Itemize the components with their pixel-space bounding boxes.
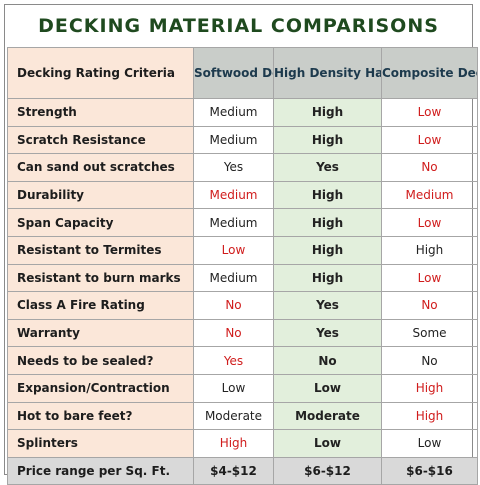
price-softwood-cell: $4-$12 — [193, 456, 274, 485]
composite-cell: No — [381, 346, 478, 375]
header-composite: Composite Decking — [381, 47, 478, 99]
criteria-cell: Resistant to burn marks — [7, 263, 194, 293]
table-row: Class A Fire Rating No Yes No — [7, 291, 478, 320]
softwood-cell: Moderate — [193, 401, 274, 431]
criteria-cell: Strength — [7, 98, 194, 127]
table-row: Durability Medium High Medium — [7, 180, 478, 210]
softwood-cell: Yes — [193, 153, 274, 182]
hardwood-cell: Yes — [273, 291, 382, 320]
composite-cell: Some — [381, 318, 478, 348]
composite-cell: High — [381, 373, 478, 403]
criteria-cell: Warranty — [7, 318, 194, 348]
criteria-cell: Splinters — [7, 429, 194, 458]
hardwood-cell: High — [273, 263, 382, 293]
criteria-cell: Scratch Resistance — [7, 125, 194, 155]
hardwood-cell: Yes — [273, 153, 382, 182]
table-row: Scratch Resistance Medium High Low — [7, 125, 478, 155]
price-composite-cell: $6-$16 — [381, 456, 478, 485]
composite-cell: Low — [381, 429, 478, 458]
header-softwood: Softwood Decking — [193, 47, 274, 99]
header-criteria: Decking Rating Criteria — [7, 47, 194, 99]
table-row: Hot to bare feet? Moderate Moderate High — [7, 401, 478, 431]
hardwood-cell: High — [273, 208, 382, 237]
composite-cell: Low — [381, 98, 478, 127]
header-hardwood: High Density Hardwood Decking — [273, 47, 382, 99]
softwood-cell: Low — [193, 235, 274, 265]
softwood-cell: Medium — [193, 125, 274, 155]
hardwood-cell: High — [273, 235, 382, 265]
price-criteria-cell: Price range per Sq. Ft. — [7, 456, 194, 485]
softwood-cell: Yes — [193, 346, 274, 375]
hardwood-cell: No — [273, 346, 382, 375]
table-row: Warranty No Yes Some — [7, 318, 478, 348]
price-hardwood-cell: $6-$12 — [273, 456, 382, 485]
table-row: Span Capacity Medium High Low — [7, 208, 478, 237]
table-row: Resistant to burn marks Medium High Low — [7, 263, 478, 293]
comparison-table: Decking Rating Criteria Softwood Decking… — [7, 47, 478, 485]
table-row: Needs to be sealed? Yes No No — [7, 346, 478, 375]
comparison-panel: DECKING MATERIAL COMPARISONS Decking Rat… — [4, 4, 478, 485]
hardwood-cell: Low — [273, 429, 382, 458]
hardwood-cell: High — [273, 98, 382, 127]
table-row: Splinters High Low Low — [7, 429, 478, 458]
criteria-cell: Needs to be sealed? — [7, 346, 194, 375]
softwood-cell: Medium — [193, 208, 274, 237]
table-row: Resistant to Termites Low High High — [7, 235, 478, 265]
composite-cell: High — [381, 401, 478, 431]
composite-cell: Medium — [381, 180, 478, 210]
criteria-cell: Span Capacity — [7, 208, 194, 237]
hardwood-cell: Yes — [273, 318, 382, 348]
softwood-cell: Low — [193, 373, 274, 403]
criteria-cell: Class A Fire Rating — [7, 291, 194, 320]
criteria-cell: Resistant to Termites — [7, 235, 194, 265]
hardwood-cell: Low — [273, 373, 382, 403]
hardwood-cell: High — [273, 180, 382, 210]
table-row: Can sand out scratches Yes Yes No — [7, 153, 478, 182]
softwood-cell: High — [193, 429, 274, 458]
table-row: Strength Medium High Low — [7, 98, 478, 127]
composite-cell: Low — [381, 125, 478, 155]
composite-cell: No — [381, 291, 478, 320]
composite-cell: Low — [381, 208, 478, 237]
criteria-cell: Can sand out scratches — [7, 153, 194, 182]
table-header-row: Decking Rating Criteria Softwood Decking… — [7, 47, 478, 99]
criteria-cell: Hot to bare feet? — [7, 401, 194, 431]
page-title: DECKING MATERIAL COMPARISONS — [38, 15, 439, 37]
softwood-cell: No — [193, 291, 274, 320]
softwood-cell: Medium — [193, 98, 274, 127]
table-row: Expansion/Contraction Low Low High — [7, 373, 478, 403]
softwood-cell: Medium — [193, 263, 274, 293]
hardwood-cell: Moderate — [273, 401, 382, 431]
criteria-cell: Expansion/Contraction — [7, 373, 194, 403]
softwood-cell: No — [193, 318, 274, 348]
criteria-cell: Durability — [7, 180, 194, 210]
composite-cell: High — [381, 235, 478, 265]
composite-cell: No — [381, 153, 478, 182]
composite-cell: Low — [381, 263, 478, 293]
hardwood-cell: High — [273, 125, 382, 155]
softwood-cell: Medium — [193, 180, 274, 210]
price-row: Price range per Sq. Ft. $4-$12 $6-$12 $6-$1… — [7, 456, 478, 485]
